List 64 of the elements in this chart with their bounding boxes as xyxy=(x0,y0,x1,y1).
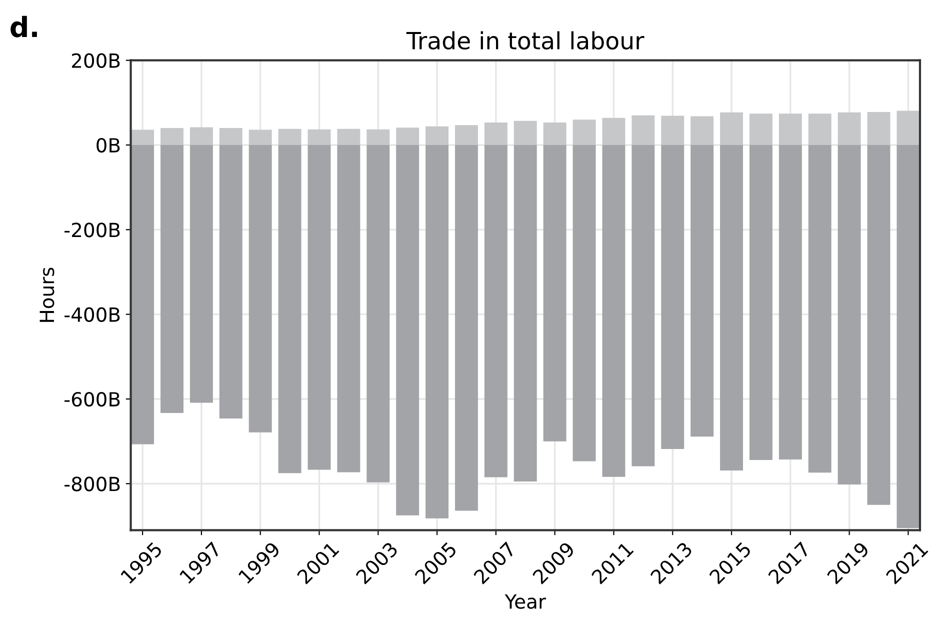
bar xyxy=(661,144,684,449)
bar xyxy=(838,144,861,485)
bar xyxy=(396,128,420,145)
x-axis-title: Year xyxy=(504,594,546,609)
bar xyxy=(426,144,449,518)
bar xyxy=(808,114,832,145)
bar xyxy=(366,144,390,482)
bar xyxy=(838,112,861,145)
bar xyxy=(572,120,596,145)
bar xyxy=(248,144,272,432)
bar xyxy=(602,118,626,145)
bar xyxy=(278,144,302,474)
bar xyxy=(337,128,360,145)
bar xyxy=(337,144,360,472)
bar xyxy=(543,122,566,145)
bar xyxy=(690,144,714,437)
bar xyxy=(778,114,802,145)
bar xyxy=(749,144,772,460)
bar xyxy=(160,128,184,145)
bar xyxy=(514,144,537,482)
y-tick-label: -800B xyxy=(64,476,120,492)
y-tick-label: 0B xyxy=(96,138,120,153)
bar xyxy=(308,144,331,470)
bar xyxy=(661,116,684,145)
bar xyxy=(572,144,596,462)
bar xyxy=(248,130,272,145)
bar xyxy=(632,115,655,145)
bar xyxy=(484,144,508,478)
bar xyxy=(219,128,242,145)
bar xyxy=(366,129,390,145)
bar xyxy=(160,144,184,413)
bar xyxy=(426,126,449,145)
text: d. xyxy=(10,16,37,38)
bar xyxy=(484,122,508,145)
bar xyxy=(690,116,714,145)
y-axis-title: Hours xyxy=(40,268,54,322)
bar xyxy=(778,144,802,460)
bar xyxy=(602,144,626,477)
bar xyxy=(278,128,302,145)
bar xyxy=(514,120,537,145)
bar xyxy=(454,125,478,145)
bar xyxy=(308,129,331,145)
bar xyxy=(131,144,154,444)
bar xyxy=(190,127,213,145)
y-tick-label: -200B xyxy=(64,222,120,238)
bar xyxy=(896,110,920,145)
bar xyxy=(749,114,772,145)
bar xyxy=(867,144,890,505)
bar xyxy=(543,144,566,442)
bar xyxy=(896,144,920,528)
bar xyxy=(632,144,655,466)
bar xyxy=(808,144,832,473)
bar xyxy=(219,144,242,418)
bar xyxy=(190,144,213,403)
y-tick-label: 200B xyxy=(72,53,120,68)
bar xyxy=(454,144,478,511)
bar xyxy=(867,112,890,145)
bar xyxy=(396,144,420,516)
bar xyxy=(720,144,743,471)
bar xyxy=(131,130,154,145)
chart-title: Trade in total labour xyxy=(406,31,644,50)
bar xyxy=(720,112,743,145)
y-tick-label: -400B xyxy=(64,307,120,322)
y-tick-label: -600B xyxy=(64,392,120,407)
